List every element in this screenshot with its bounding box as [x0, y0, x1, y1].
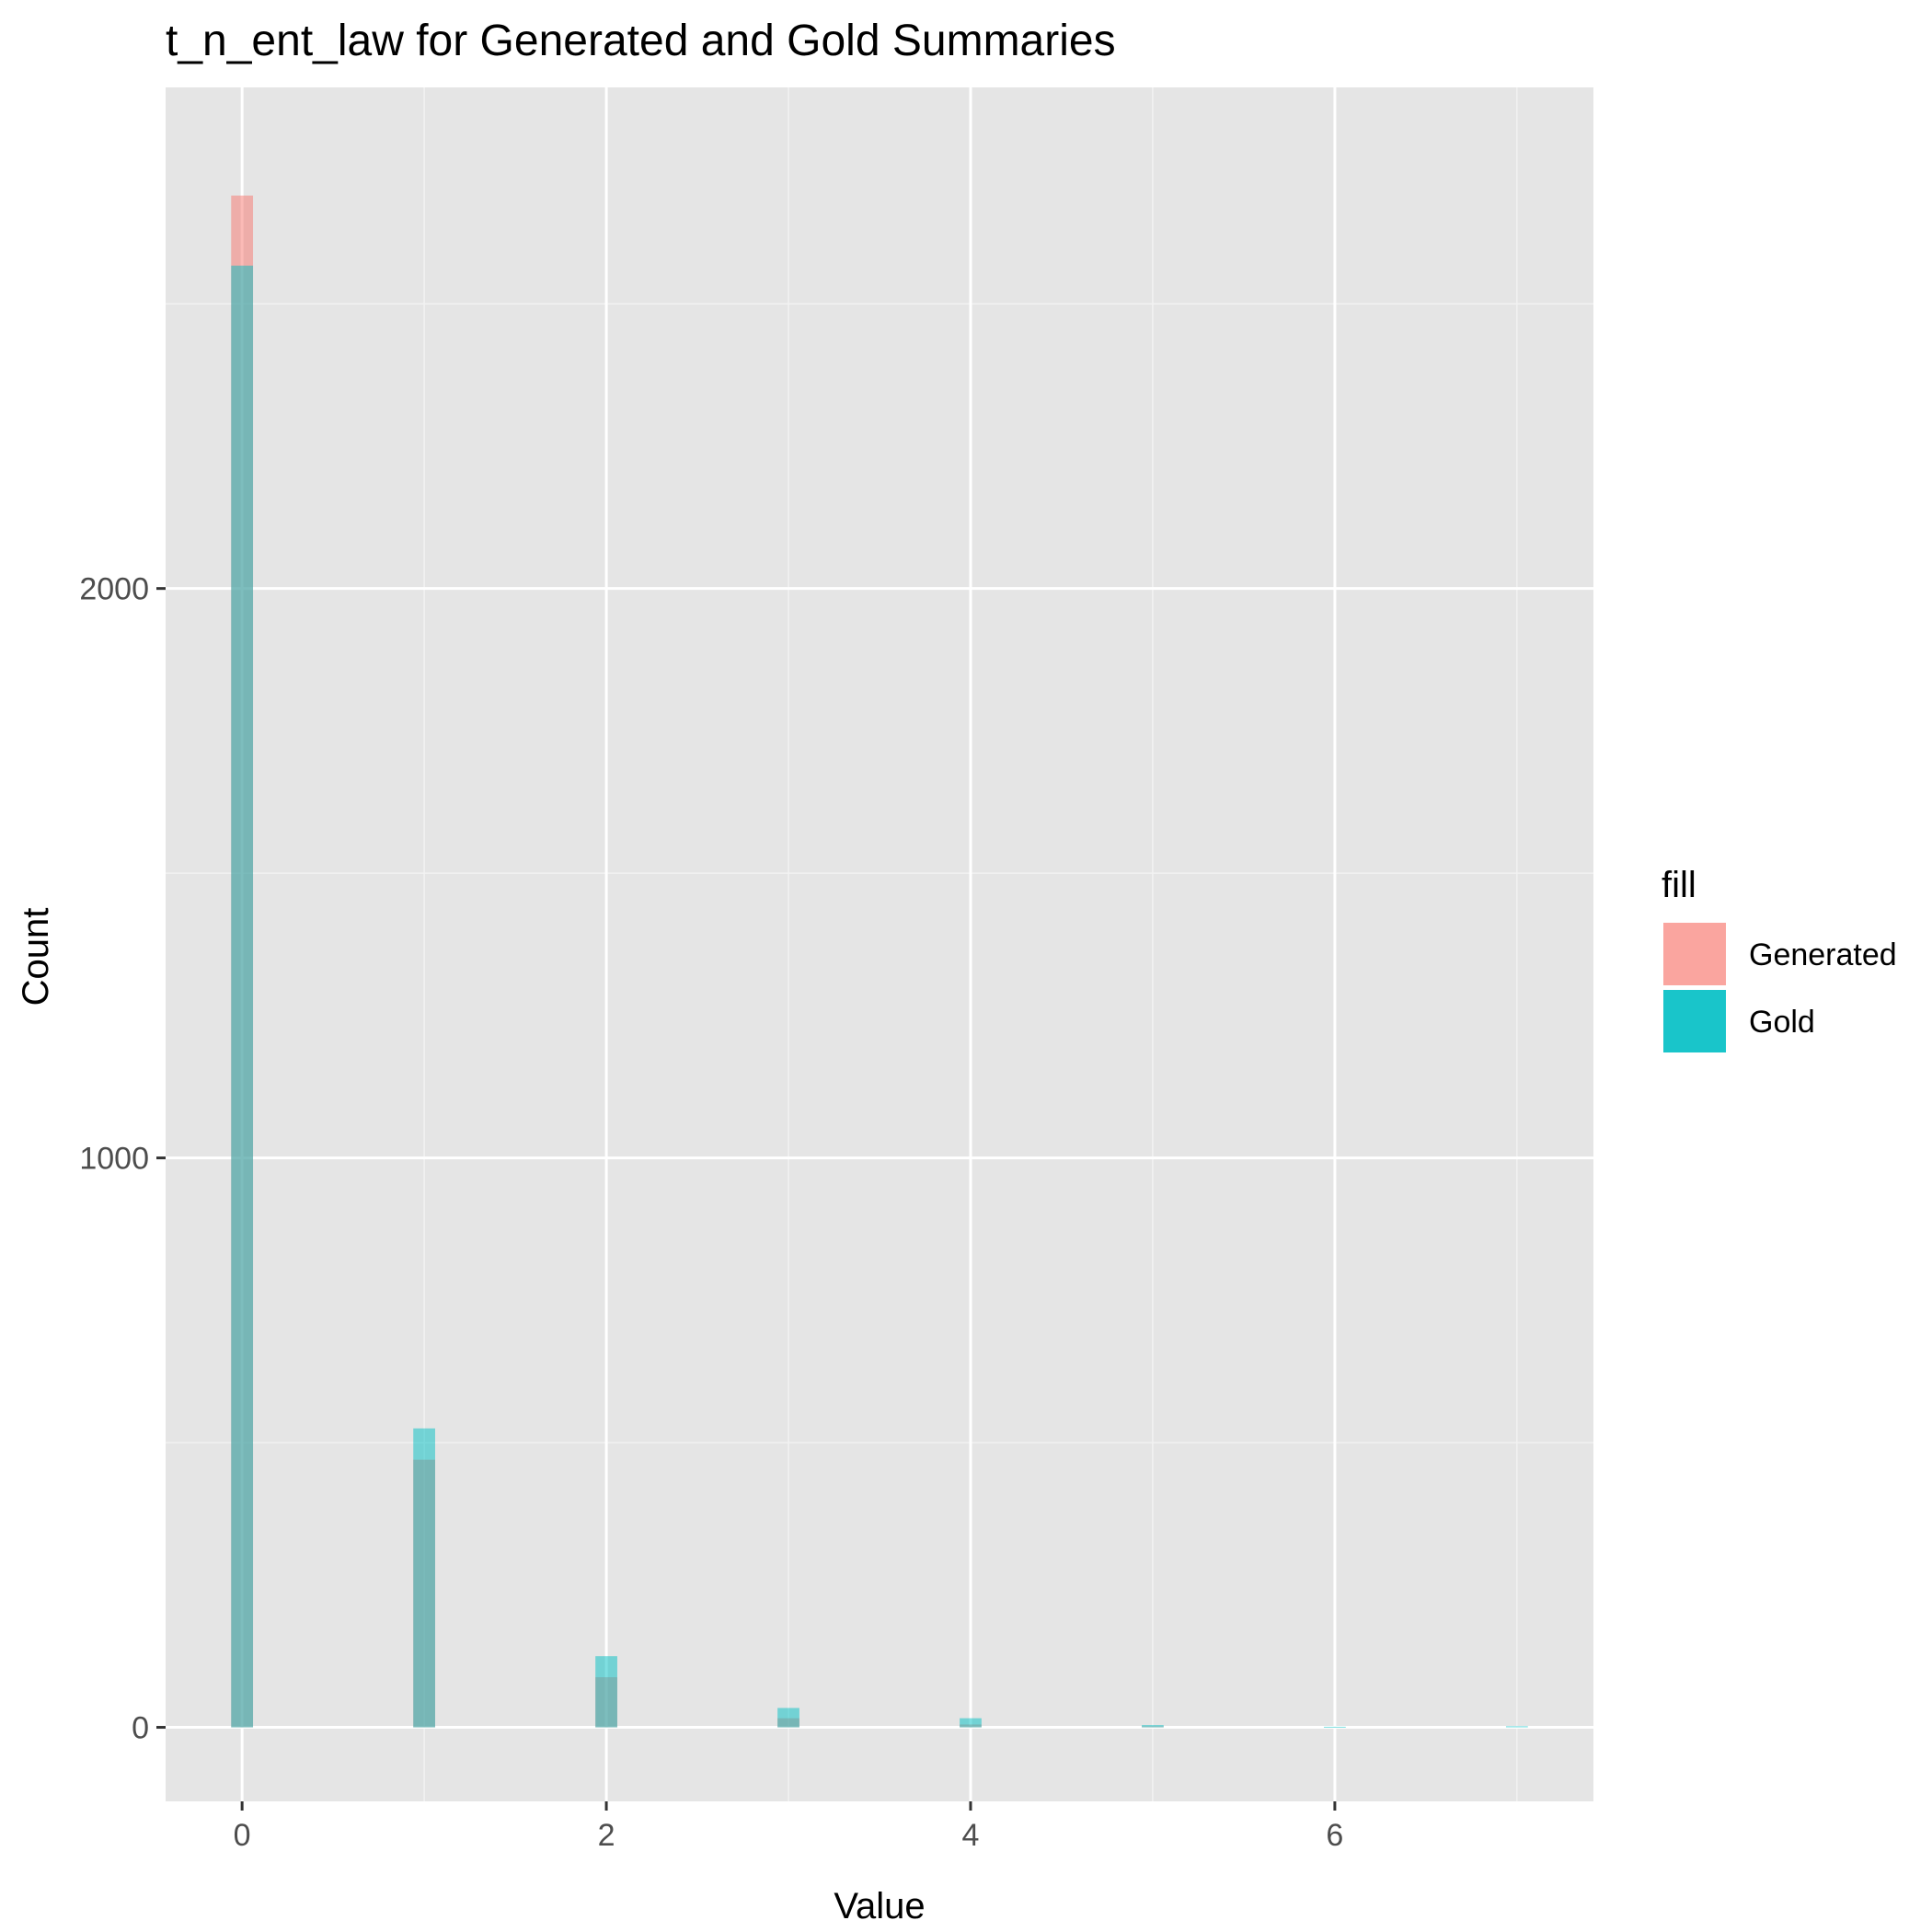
- x-tick-label: 2: [598, 1818, 615, 1853]
- gold-bar: [231, 265, 254, 1728]
- x-tick-label: 6: [1326, 1818, 1343, 1853]
- gold-bar: [413, 1428, 435, 1728]
- minor-gridlines: [166, 87, 1593, 1801]
- x-axis: 0 2 4 6: [234, 1801, 1343, 1853]
- gold-bar: [1142, 1725, 1164, 1728]
- legend-title: fill: [1662, 865, 1696, 905]
- plot-panel: [166, 87, 1593, 1801]
- legend-key-generated: [1663, 923, 1726, 985]
- gold-bar: [960, 1718, 982, 1728]
- y-tick-label: 2000: [79, 572, 149, 607]
- legend: fill Generated Gold: [1662, 865, 1897, 1052]
- legend-key-gold: [1663, 990, 1726, 1052]
- x-tick-label: 0: [234, 1818, 251, 1853]
- gold-bar: [1505, 1726, 1528, 1728]
- x-axis-title: Value: [834, 1886, 925, 1926]
- legend-label-gold: Gold: [1749, 1005, 1815, 1040]
- gold-bars: [231, 265, 1528, 1728]
- y-tick-label: 0: [132, 1711, 149, 1746]
- y-tick-label: 1000: [79, 1142, 149, 1177]
- gold-bar: [777, 1708, 799, 1728]
- x-tick-label: 4: [962, 1818, 980, 1853]
- chart-title: t_n_ent_law for Generated and Gold Summa…: [166, 17, 1116, 65]
- y-axis-title: Count: [16, 908, 56, 1006]
- y-axis: 0 1000 2000: [79, 572, 166, 1746]
- gold-bar: [595, 1656, 617, 1728]
- gold-bar: [1324, 1726, 1346, 1728]
- legend-label-generated: Generated: [1749, 937, 1897, 972]
- major-gridlines: [166, 87, 1593, 1801]
